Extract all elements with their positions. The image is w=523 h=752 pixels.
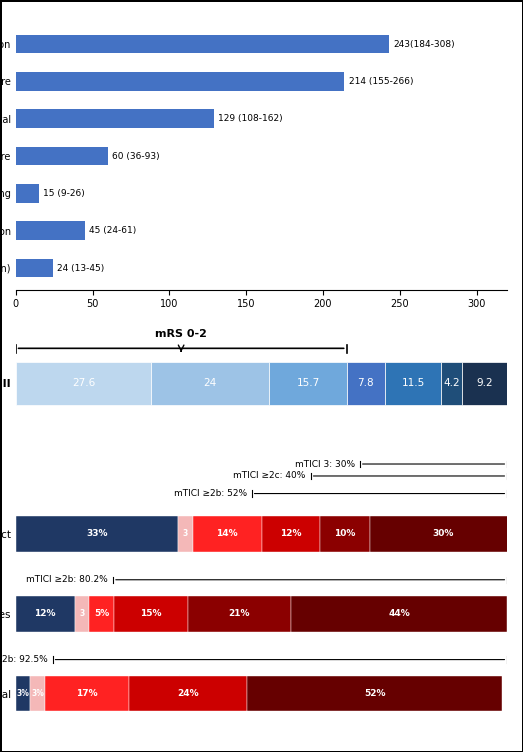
- Bar: [114, 596, 188, 632]
- Bar: [262, 516, 321, 552]
- Bar: [192, 516, 262, 552]
- Text: mTICI ≥2b: 92.5%: mTICI ≥2b: 92.5%: [0, 655, 48, 664]
- Bar: [30, 675, 45, 711]
- Bar: [16, 184, 39, 203]
- Text: 14%: 14%: [217, 529, 238, 538]
- Text: 15.7: 15.7: [297, 378, 320, 388]
- Bar: [16, 516, 178, 552]
- Bar: [89, 596, 114, 632]
- Bar: [16, 596, 75, 632]
- Text: mRS 0-2: mRS 0-2: [155, 329, 207, 339]
- Text: 27.6: 27.6: [72, 378, 95, 388]
- Bar: [188, 596, 291, 632]
- Text: 3: 3: [183, 529, 188, 538]
- Text: 129 (108-162): 129 (108-162): [219, 114, 283, 123]
- Text: 3: 3: [79, 609, 85, 618]
- Bar: [129, 675, 247, 711]
- Text: 12%: 12%: [35, 609, 56, 618]
- Bar: [291, 596, 507, 632]
- Text: 3%: 3%: [17, 689, 29, 698]
- Bar: [45, 675, 129, 711]
- Text: 17%: 17%: [76, 689, 98, 698]
- Bar: [16, 259, 52, 277]
- Text: 3%: 3%: [31, 689, 44, 698]
- Bar: [178, 516, 192, 552]
- Bar: [385, 362, 441, 405]
- Text: 4.2: 4.2: [444, 378, 460, 388]
- Text: 33%: 33%: [86, 529, 108, 538]
- Bar: [370, 516, 517, 552]
- Text: mTICI ≥2b: 80.2%: mTICI ≥2b: 80.2%: [26, 575, 108, 584]
- Text: 7.8: 7.8: [357, 378, 374, 388]
- Bar: [16, 221, 85, 240]
- Text: 10%: 10%: [334, 529, 356, 538]
- Text: 44%: 44%: [388, 609, 410, 618]
- Bar: [16, 109, 214, 128]
- Bar: [16, 72, 345, 91]
- Text: 15%: 15%: [140, 609, 162, 618]
- Bar: [347, 362, 385, 405]
- Bar: [16, 147, 108, 165]
- Text: 214 (155-266): 214 (155-266): [349, 77, 414, 86]
- Text: 30%: 30%: [433, 529, 454, 538]
- Bar: [16, 675, 30, 711]
- Bar: [441, 362, 462, 405]
- Bar: [247, 675, 503, 711]
- Bar: [321, 516, 370, 552]
- Text: 243(184-308): 243(184-308): [394, 40, 455, 49]
- Text: 45 (24-61): 45 (24-61): [89, 226, 137, 235]
- Text: 24: 24: [204, 378, 217, 388]
- Text: 11.5: 11.5: [402, 378, 425, 388]
- Bar: [269, 362, 347, 405]
- Text: mTICI ≥2c: 40%: mTICI ≥2c: 40%: [233, 472, 306, 481]
- Bar: [75, 596, 89, 632]
- Text: 15 (9-26): 15 (9-26): [43, 189, 85, 198]
- Bar: [462, 362, 507, 405]
- Text: 12%: 12%: [280, 529, 302, 538]
- Bar: [151, 362, 269, 405]
- Text: 24 (13-45): 24 (13-45): [57, 264, 105, 273]
- Text: 21%: 21%: [229, 609, 250, 618]
- Text: mTICI 3: 30%: mTICI 3: 30%: [295, 459, 355, 468]
- Bar: [16, 362, 151, 405]
- Text: 60 (36-93): 60 (36-93): [112, 152, 160, 161]
- Text: 24%: 24%: [177, 689, 199, 698]
- Text: 9.2: 9.2: [476, 378, 493, 388]
- Text: mTICI ≥2b: 52%: mTICI ≥2b: 52%: [174, 489, 247, 498]
- Legend: 0, 1, 2, 3, 4, 5, 6: 0, 1, 2, 3, 4, 5, 6: [177, 484, 346, 502]
- Text: 5%: 5%: [94, 609, 109, 618]
- Text: 52%: 52%: [364, 689, 385, 698]
- Bar: [16, 35, 389, 53]
